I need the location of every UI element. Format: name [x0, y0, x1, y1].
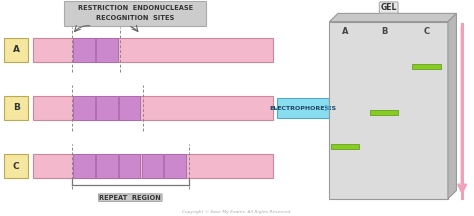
Bar	[370, 110, 398, 116]
Text: A: A	[13, 45, 19, 54]
Bar	[119, 154, 140, 178]
Bar	[73, 38, 95, 62]
Bar	[412, 64, 441, 69]
Text: ELECTROPHORESIS: ELECTROPHORESIS	[270, 105, 337, 111]
Text: B: B	[13, 103, 19, 113]
Bar	[4, 38, 28, 62]
Bar	[329, 22, 448, 199]
Polygon shape	[329, 13, 456, 22]
Bar	[119, 96, 140, 120]
Text: RESTRICTION  ENDONUCLEASE: RESTRICTION ENDONUCLEASE	[78, 5, 192, 11]
Bar	[33, 154, 273, 178]
Text: Copyright © Save My Exams. All Rights Reserved.: Copyright © Save My Exams. All Rights Re…	[182, 210, 292, 214]
Bar	[96, 38, 118, 62]
Bar	[164, 154, 186, 178]
Bar	[73, 154, 95, 178]
Bar	[277, 98, 329, 118]
Bar	[33, 38, 273, 62]
Text: RECOGNITION  SITES: RECOGNITION SITES	[96, 15, 174, 21]
Polygon shape	[448, 13, 456, 199]
Bar	[96, 154, 118, 178]
Bar	[73, 96, 95, 120]
Text: B: B	[381, 27, 387, 36]
Bar	[33, 96, 273, 120]
Text: C: C	[424, 27, 429, 36]
Bar	[142, 154, 163, 178]
Bar	[331, 144, 359, 149]
Bar	[4, 96, 28, 120]
Bar	[96, 96, 118, 120]
Bar	[64, 1, 206, 26]
Text: REPEAT  REGION: REPEAT REGION	[100, 195, 161, 201]
Bar	[4, 154, 28, 178]
Text: A: A	[342, 27, 348, 36]
Text: C: C	[13, 162, 19, 171]
Text: GEL: GEL	[381, 3, 397, 12]
